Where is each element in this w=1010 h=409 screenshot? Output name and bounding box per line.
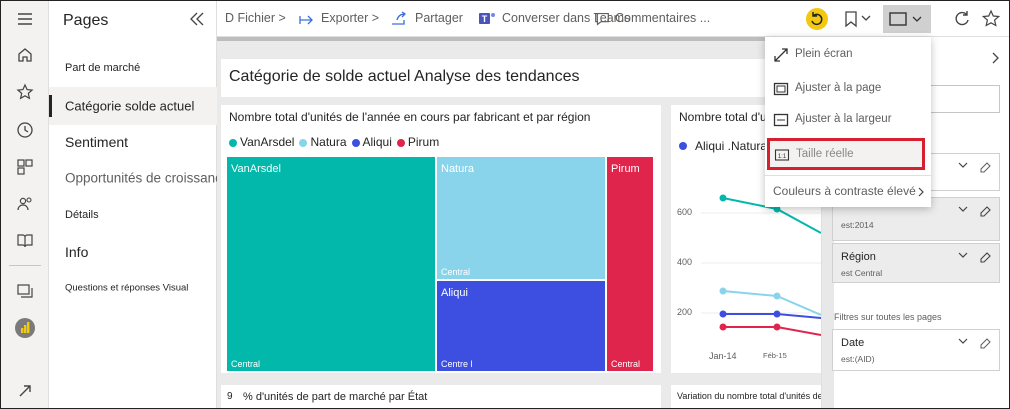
workspaces-icon[interactable]: [13, 279, 37, 303]
menu-item-actual-size[interactable]: 1:1 Taille réelle: [767, 138, 925, 170]
pages-title: Pages: [63, 12, 109, 29]
export-menu[interactable]: Exporter >: [321, 11, 380, 25]
export-arrow-icon: [297, 10, 317, 30]
fit-width-icon: [773, 112, 789, 128]
treemap-tile-pirum[interactable]: Pirum Central: [607, 157, 653, 371]
comments-button[interactable]: Commentaires ...: [615, 11, 711, 25]
y-tick-200: 200: [677, 307, 693, 317]
apps-icon[interactable]: [13, 155, 37, 179]
y-tick-400: 400: [677, 257, 693, 267]
canvas-top-strip: [217, 37, 821, 41]
bookmark-chevron-down-icon[interactable]: [859, 11, 873, 25]
favorite-star-icon[interactable]: [981, 9, 1001, 29]
page-item-sentiment[interactable]: Sentiment: [65, 134, 129, 150]
view-icon: [889, 12, 922, 26]
line-chart-legend: Aliqui .Natura: [679, 139, 767, 153]
filter-card-date[interactable]: Date est:(AID): [832, 329, 1000, 371]
fit-page-icon: [773, 81, 789, 97]
pages-pane: Pages Part de marché Catégorie solde act…: [49, 1, 217, 408]
shared-people-icon[interactable]: [13, 192, 37, 216]
svg-text:T: T: [482, 14, 488, 24]
treemap-legend: VanArsdel Natura Aliqui Pirum: [229, 135, 439, 149]
home-icon[interactable]: [13, 43, 37, 67]
workspace-avatar-icon[interactable]: [13, 316, 37, 340]
share-button[interactable]: Partager: [415, 11, 463, 25]
collapse-pages-icon[interactable]: [187, 9, 207, 29]
fullscreen-icon: [773, 47, 789, 63]
favorites-star-icon[interactable]: [13, 80, 37, 104]
hamburger-menu-icon[interactable]: [13, 7, 37, 31]
action-bar: D Fichier > Exporter > Partager T Conver…: [217, 1, 1009, 37]
actual-size-icon: 1:1: [774, 147, 790, 163]
variation-title: Variation du nombre total d'unités de l'…: [677, 391, 891, 401]
filter-region-value: est Central: [841, 268, 883, 278]
variation-visual[interactable]: Variation du nombre total d'unités de l'…: [671, 385, 891, 408]
y-tick-600: 600: [677, 207, 693, 217]
rail-divider: [9, 265, 41, 266]
refresh-icon[interactable]: [952, 9, 972, 29]
page-item-info[interactable]: Info: [65, 244, 89, 260]
line-chart-plot: [701, 194, 821, 336]
report-title-card: Catégorie de solde actuel Analyse des te…: [221, 59, 811, 97]
treemap-tile-vanarsdel[interactable]: VanArsdel Central: [227, 157, 435, 371]
legend-item-aliqui[interactable]: Aliqui: [351, 135, 392, 149]
pin-number: 9: [227, 391, 233, 402]
menu-separator: [765, 175, 931, 176]
filter-card-year-actions: [957, 203, 993, 217]
share-icon: [389, 9, 409, 29]
treemap-tile-aliqui[interactable]: Aliqui Centre l: [437, 281, 605, 371]
x-tick-jan-14: Jan-14: [709, 351, 737, 361]
menu-item-full-screen[interactable]: Plein écran: [765, 40, 931, 70]
legend-item-pirum[interactable]: Pirum: [396, 135, 439, 149]
page-item-market-share[interactable]: Part de marché: [65, 62, 141, 74]
page-item-current-balance[interactable]: Catégorie solde actuel: [49, 87, 217, 125]
learn-book-icon[interactable]: [13, 229, 37, 253]
page-item-details[interactable]: Détails: [65, 209, 99, 221]
treemap-tile-natura[interactable]: Natura Central: [437, 157, 605, 279]
legend-item-vanarsdel[interactable]: VanArsdel: [229, 135, 294, 149]
svg-text:1:1: 1:1: [778, 154, 787, 160]
market-share-visual[interactable]: 9 % d'unités de part de marché par État: [221, 385, 661, 408]
report-title: Catégorie de solde actuel Analyse des te…: [229, 68, 580, 85]
file-menu[interactable]: D Fichier >: [225, 11, 286, 25]
x-tick-feb-15: Féb-15: [763, 351, 787, 360]
view-button[interactable]: [883, 5, 931, 33]
menu-item-fit-to-page[interactable]: Ajuster à la page: [765, 74, 931, 104]
recent-clock-icon[interactable]: [13, 118, 37, 142]
page-item-growth-opportunities[interactable]: Opportunités de croissance: [65, 170, 217, 186]
filter-year-value: est:2014: [841, 220, 874, 230]
market-share-title: % d'unités de part de marché par État: [243, 391, 428, 403]
left-nav-rail: [1, 1, 49, 408]
treemap-title: Nombre total d'unités de l'année en cour…: [229, 110, 591, 124]
filter-region-title: Région: [841, 251, 876, 263]
filter-card-date-actions: [957, 335, 993, 349]
filter-card-region[interactable]: Région est Central: [832, 243, 1000, 283]
expand-arrow-icon[interactable]: [13, 379, 37, 403]
chevron-right-icon: [915, 185, 927, 197]
all-pages-filters-heading: Filtres sur toutes les pages: [834, 312, 942, 322]
filter-card-region-actions: [957, 249, 993, 263]
page-item-qa-visual[interactable]: Questions et réponses Visual: [65, 282, 189, 294]
treemap-visual[interactable]: Nombre total d'unités de l'année en cour…: [221, 105, 661, 373]
menu-item-high-contrast[interactable]: Couleurs à contraste élevé: [765, 176, 931, 206]
teams-icon: T: [477, 9, 497, 29]
view-dropdown-menu: Plein écran Ajuster à la page Ajuster à …: [765, 37, 931, 207]
collapse-filters-chevron-icon[interactable]: [988, 51, 1002, 65]
filter-date-value: est:(AID): [841, 354, 875, 364]
report-canvas: Catégorie de solde actuel Analyse des te…: [217, 37, 891, 408]
reset-icon[interactable]: [805, 7, 829, 31]
menu-item-fit-to-width[interactable]: Ajuster à la largeur: [765, 105, 931, 135]
filter-card-1-actions: [957, 159, 993, 173]
filter-date-title: Date: [841, 337, 865, 349]
chat-in-teams-button[interactable]: Converser dans Teams: [502, 11, 631, 25]
bookmark-icon[interactable]: [841, 9, 861, 29]
legend-item-natura[interactable]: Natura: [299, 135, 347, 149]
comment-icon: [593, 10, 613, 30]
